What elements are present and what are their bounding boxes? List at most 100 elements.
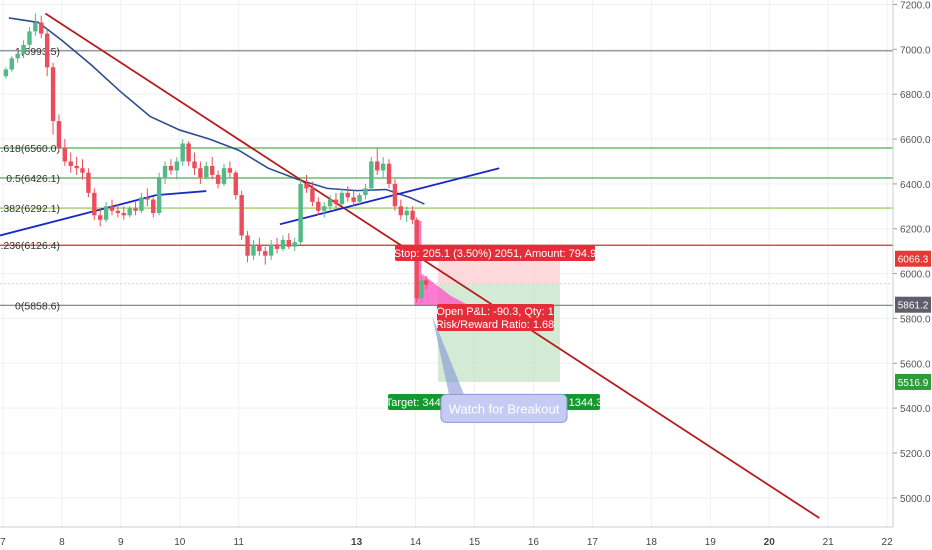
note-callout[interactable]: Watch for Breakout [431,315,568,423]
candle-body [192,161,197,169]
price-badge: 5861.2 [898,301,929,312]
price-badge-bg [895,250,931,267]
candle-body [404,210,409,216]
candle-body [233,172,238,196]
stop-label-bg [395,245,595,261]
price-tick-label: 5000.0 [900,494,931,505]
candle-body [410,210,415,220]
candle-body [251,244,256,256]
trendline [44,12,820,519]
candle-body [133,208,138,211]
candle-body [392,183,398,207]
candle-body [375,161,380,171]
candle-body [56,121,62,149]
price-tick-label: 5400.0 [900,404,931,415]
note-pointer [431,315,464,395]
candle-body [423,280,429,285]
candle-body [245,235,250,256]
candle-body [363,188,368,196]
candle-body [345,192,350,198]
candle-body [156,177,162,214]
candle-body [274,244,280,249]
candle-body [109,206,115,211]
position-boxes [0,220,893,382]
fib-level-label: 0.618(6560.0) [0,143,60,155]
candle-body [68,161,73,166]
candle-body [186,143,191,162]
candle-body [98,215,103,220]
candle-body [215,174,221,184]
candle-body [263,251,268,256]
fib-level-label: 0(5858.6) [15,300,60,312]
candle-body [286,239,292,247]
candle-body [227,168,233,173]
rr-label: Risk/Reward Ratio: 1.68 [436,319,555,331]
time-tick-label: 9 [118,537,124,548]
candle-body [369,161,374,189]
candle-body [162,165,168,178]
candle-body [321,206,327,211]
time-tick-label: 13 [351,537,363,548]
candle-body [168,165,174,171]
candle-body [310,188,315,202]
price-badge: 6066.3 [898,255,929,266]
candle-body [398,206,404,216]
candle-body [304,183,309,189]
candle-body [386,163,392,184]
candle-body [180,143,185,162]
fib-level-label: 0.5(6426.1) [6,173,60,185]
price-tick-label: 5600.0 [900,359,931,370]
candle-body [145,197,150,200]
price-tick-label: 6600.0 [900,135,931,146]
stop-label: Stop: 205.1 (3.50%) 2051, Amount: 794.9 [394,248,596,260]
time-tick-label: 16 [528,537,540,548]
price-badge-bg [895,373,931,390]
candle-body [298,183,303,243]
candle-body [268,244,274,256]
candle-body [115,210,121,214]
candle-body [127,208,132,216]
pnl-label-bg [437,304,554,331]
candle-body [174,161,180,171]
candle-body [3,69,9,77]
time-tick-label: 10 [174,537,186,548]
candles [3,13,429,303]
candle-body [292,242,297,247]
price-tick-label: 6800.0 [900,90,931,101]
time-tick-label: 14 [410,537,422,548]
time-tick-label: 19 [705,537,717,548]
candle-body [209,165,215,175]
time-tick-label: 7 [0,537,6,548]
candle-body [151,199,156,214]
price-tick-label: 6400.0 [900,180,931,191]
candle-body [357,195,362,202]
fib-level-label: 0.382(6292.1) [0,203,60,215]
price-axis-bg [893,0,932,550]
candle-body [280,239,286,249]
candle-body [9,58,14,70]
candle-body [50,67,56,122]
candle-body [62,148,68,162]
candle-body [333,199,339,205]
price-tick-label: 5800.0 [900,314,931,325]
time-tick-label: 8 [59,537,65,548]
time-tick-label: 20 [764,537,776,548]
candle-body [257,244,262,252]
price-badge-bg [895,296,931,313]
candle-body [74,165,79,169]
candle-body [39,22,44,34]
candle-body [339,192,345,205]
candle-body [139,197,144,211]
note-box [440,393,568,423]
note-text: Watch for Breakout [449,401,560,416]
trendline [0,194,157,237]
time-axis[interactable]: 7 8 9 10 11 13 14 15 16 17 18 19 20 21 22 [0,526,893,548]
candle-body [351,197,356,202]
candle-body [327,199,333,207]
time-tick-label: 21 [823,537,835,548]
price-axis[interactable]: 7200.0 7000.0 6800.0 6600.0 6400.0 6200.0 6000… [892,0,932,550]
candle-body [239,195,244,236]
candle-body [121,213,126,216]
candle-body [316,201,321,211]
